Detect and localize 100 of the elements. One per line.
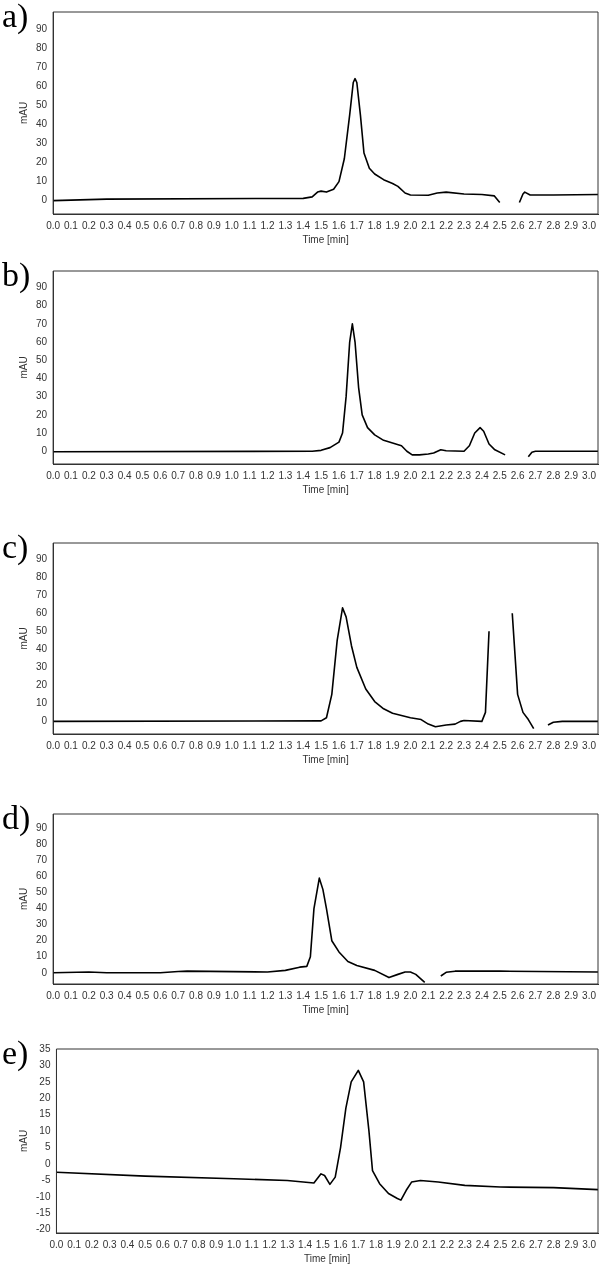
x-tick-label: 1.6	[332, 469, 347, 481]
x-tick-label: 2.2	[439, 219, 454, 231]
y-tick-label: 40	[36, 372, 48, 384]
x-tick-label: 1.0	[224, 219, 240, 231]
x-tick-label: 0.0	[46, 989, 61, 1001]
x-tick-label: 0.4	[117, 739, 132, 751]
x-tick-label: 2.7	[528, 469, 543, 481]
y-tick-label: 10	[36, 426, 48, 438]
x-tick-label: 1.4	[298, 1238, 313, 1250]
x-tick-label: 2.5	[492, 469, 508, 481]
y-tick-label: 90	[36, 822, 48, 834]
x-tick-label: 0.2	[81, 219, 97, 231]
y-axis-title: mAU	[17, 1129, 29, 1153]
x-tick-label: 0.3	[99, 739, 115, 751]
x-tick-label: 1.0	[224, 469, 240, 481]
x-tick-label: 3.0	[582, 219, 597, 231]
x-tick-label: 2.2	[439, 469, 454, 481]
x-tick-label: 0.3	[99, 989, 115, 1001]
x-tick-label: 2.4	[474, 469, 490, 481]
x-tick-label: 1.2	[262, 1238, 277, 1250]
x-tick-label: 1.0	[224, 739, 240, 751]
x-tick-label: 0.8	[189, 739, 204, 751]
x-tick-label: 1.5	[314, 989, 329, 1001]
x-tick-label: 0.7	[171, 219, 186, 231]
y-tick-label: 60	[36, 80, 48, 92]
x-tick-label: 1.6	[332, 219, 347, 231]
x-tick-label: 2.3	[457, 739, 472, 751]
x-tick-label: 3.0	[582, 1238, 597, 1250]
x-tick-label: 1.8	[367, 989, 383, 1001]
x-tick-label: 1.9	[385, 219, 400, 231]
x-tick-label: 2.0	[403, 219, 418, 231]
x-tick-label: 1.2	[260, 219, 275, 231]
x-tick-label: 1.2	[260, 989, 275, 1001]
x-tick-label: 2.4	[475, 1238, 490, 1250]
y-tick-label: 70	[36, 61, 48, 73]
x-tick-label: 2.1	[421, 219, 436, 231]
x-tick-label: 2.5	[492, 219, 508, 231]
x-tick-label: 2.3	[457, 989, 472, 1001]
x-tick-label: 0.9	[206, 739, 222, 751]
y-tick-label: 0	[41, 966, 48, 978]
x-tick-label: 1.7	[349, 739, 365, 751]
x-tick-label: 2.6	[510, 219, 525, 231]
x-tick-label: 2.0	[403, 739, 418, 751]
y-tick-label: 50	[36, 353, 48, 365]
x-tick-label: 1.2	[260, 469, 275, 481]
y-tick-label: 70	[36, 589, 48, 600]
y-tick-label: 30	[36, 137, 48, 149]
x-tick-label: 2.6	[510, 469, 525, 481]
x-tick-label: 1.3	[278, 739, 293, 751]
x-tick-label: 0.9	[209, 1238, 224, 1250]
x-tick-label: 2.9	[564, 739, 579, 751]
x-tick-label: 0.4	[120, 1238, 135, 1250]
x-tick-label: 0.6	[153, 739, 168, 751]
x-tick-label: 0.1	[64, 739, 79, 751]
x-tick-label: 2.2	[439, 989, 454, 1001]
x-tick-label: 2.3	[457, 219, 472, 231]
x-tick-label: 0.2	[81, 739, 97, 751]
y-tick-label: 50	[36, 99, 48, 111]
x-tick-label: 0.1	[67, 1238, 82, 1250]
x-axis-title: Time [min]	[302, 753, 349, 765]
y-tick-label: 50	[36, 625, 48, 637]
x-tick-label: 2.4	[474, 989, 490, 1001]
x-tick-label: 0.8	[189, 989, 204, 1001]
y-tick-label: 80	[36, 41, 48, 53]
x-tick-label: 2.7	[528, 739, 543, 751]
x-tick-label: 2.7	[528, 219, 543, 231]
x-tick-label: 0.7	[171, 469, 186, 481]
x-tick-label: 3.0	[582, 469, 597, 481]
x-tick-label: 0.3	[102, 1238, 118, 1250]
x-tick-label: 0.5	[135, 989, 150, 1001]
y-tick-label: -10	[36, 1190, 51, 1202]
x-tick-label: 1.4	[296, 989, 311, 1001]
x-tick-label: 0.5	[135, 219, 150, 231]
y-tick-label: -5	[41, 1174, 51, 1186]
x-tick-label: 0.8	[189, 219, 204, 231]
x-tick-label: 1.8	[367, 469, 383, 481]
y-tick-label: -20	[36, 1223, 51, 1235]
x-tick-label: 0.9	[206, 469, 222, 481]
x-tick-label: 0.5	[138, 1238, 153, 1250]
x-tick-label: 1.0	[224, 989, 240, 1001]
y-tick-label: 10	[36, 697, 48, 709]
x-tick-label: 2.9	[564, 1238, 579, 1250]
chart-title: b)	[2, 255, 31, 294]
y-tick-label: 0	[41, 445, 48, 456]
y-tick-label: 70	[36, 854, 48, 866]
x-tick-label: 1.3	[280, 1238, 295, 1250]
y-tick-label: 40	[36, 643, 48, 655]
x-tick-label: 2.5	[493, 1238, 508, 1250]
y-tick-label: 90	[36, 552, 48, 564]
x-tick-label: 0.4	[117, 469, 132, 481]
x-tick-label: 2.9	[564, 989, 579, 1001]
x-tick-label: 0.2	[85, 1238, 100, 1250]
x-tick-label: 1.6	[332, 739, 347, 751]
x-tick-label: 0.6	[153, 219, 168, 231]
x-tick-label: 2.1	[422, 1238, 437, 1250]
x-tick-label: 0.1	[64, 219, 79, 231]
y-tick-label: 80	[36, 299, 48, 311]
x-tick-label: 2.6	[510, 739, 525, 751]
x-tick-label: 2.8	[546, 989, 561, 1001]
x-tick-label: 0.7	[171, 739, 186, 751]
